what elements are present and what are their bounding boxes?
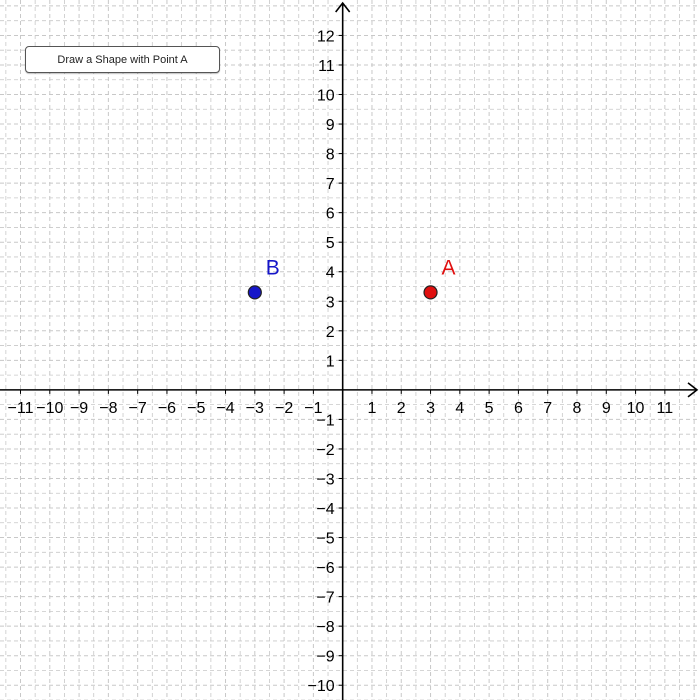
x-tick-label: −6 bbox=[158, 400, 176, 417]
y-tick-label: −4 bbox=[316, 501, 334, 518]
y-tick-label: −3 bbox=[316, 471, 334, 488]
x-tick-label: 8 bbox=[573, 400, 582, 417]
y-tick-label: 8 bbox=[326, 147, 335, 164]
y-tick-label: 11 bbox=[318, 58, 335, 75]
y-tick-label: 6 bbox=[326, 206, 335, 223]
y-tick-label: 2 bbox=[326, 324, 335, 341]
y-tick-label: −10 bbox=[308, 678, 335, 695]
points[interactable]: AB bbox=[247, 256, 456, 300]
y-tick-label: −5 bbox=[316, 531, 334, 548]
x-tick-label: −9 bbox=[70, 400, 88, 417]
x-tick-label: −5 bbox=[187, 400, 205, 417]
x-axis-arrow-icon bbox=[687, 382, 699, 398]
point-a-label: A bbox=[442, 256, 456, 279]
x-tick-label: 6 bbox=[514, 400, 523, 417]
y-tick-label: −1 bbox=[316, 412, 334, 429]
x-tick-label: −8 bbox=[99, 400, 117, 417]
x-tick-label: 11 bbox=[657, 400, 674, 417]
y-tick-label: −7 bbox=[316, 590, 334, 607]
y-tick-label: −9 bbox=[316, 649, 334, 666]
y-tick-label: 4 bbox=[326, 265, 335, 282]
x-tick-label: −7 bbox=[129, 400, 147, 417]
y-axis-arrow-icon bbox=[335, 1, 351, 13]
y-tick-label: 9 bbox=[326, 117, 335, 134]
y-tick-label: −6 bbox=[316, 560, 334, 577]
x-tick-label: −1 bbox=[304, 400, 322, 417]
x-tick-label: 1 bbox=[368, 400, 377, 417]
y-tick-label: 5 bbox=[326, 235, 335, 252]
x-tick-label: 10 bbox=[627, 400, 645, 417]
x-tick-label: 4 bbox=[455, 400, 464, 417]
x-tick-label: −3 bbox=[246, 400, 264, 417]
x-tick-label: 3 bbox=[426, 400, 435, 417]
x-tick-label: −10 bbox=[36, 400, 63, 417]
x-tick-label: −2 bbox=[275, 400, 293, 417]
x-tick-label: 2 bbox=[397, 400, 406, 417]
x-tick-label: −4 bbox=[216, 400, 234, 417]
point-a[interactable] bbox=[423, 285, 438, 300]
y-tick-label: 3 bbox=[326, 294, 335, 311]
x-tick-label: 9 bbox=[602, 400, 611, 417]
x-tick-label: −11 bbox=[8, 400, 34, 417]
y-tick-label: 10 bbox=[317, 88, 335, 105]
draw-shape-button[interactable]: Draw a Shape with Point A bbox=[25, 46, 220, 73]
y-tick-label: 7 bbox=[326, 176, 335, 193]
point-b[interactable] bbox=[247, 285, 262, 300]
y-tick-label: 12 bbox=[317, 28, 335, 45]
y-tick-label: 1 bbox=[326, 353, 335, 370]
x-tick-label: 7 bbox=[543, 400, 552, 417]
point-b-label: B bbox=[266, 256, 280, 279]
x-tick-label: 5 bbox=[485, 400, 494, 417]
y-tick-label: −8 bbox=[316, 619, 334, 636]
tick-labels: −11 −10 −9 −8 −7 −6 −5 −4 −3 −2 −1 1 2 3 4 5 6 7 8 9 10 11−10… bbox=[8, 28, 674, 695]
y-tick-label: −2 bbox=[316, 442, 334, 459]
